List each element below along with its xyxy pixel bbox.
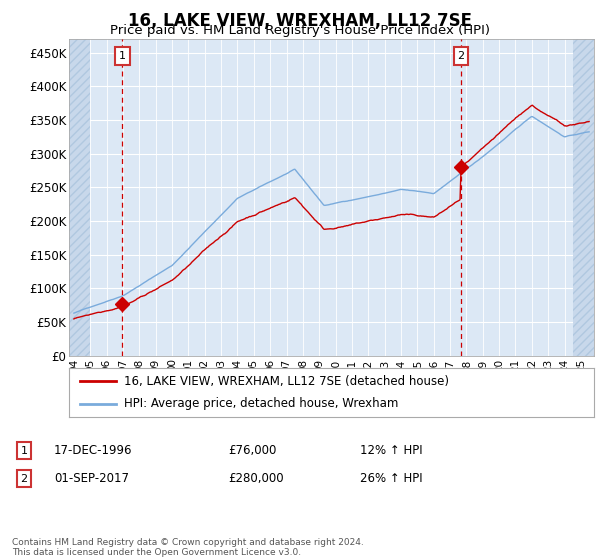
Text: HPI: Average price, detached house, Wrexham: HPI: Average price, detached house, Wrex…	[124, 398, 398, 410]
Text: 01-SEP-2017: 01-SEP-2017	[54, 472, 129, 486]
Text: 12% ↑ HPI: 12% ↑ HPI	[360, 444, 422, 458]
Text: £76,000: £76,000	[228, 444, 277, 458]
Text: Price paid vs. HM Land Registry's House Price Index (HPI): Price paid vs. HM Land Registry's House …	[110, 24, 490, 37]
Text: 26% ↑ HPI: 26% ↑ HPI	[360, 472, 422, 486]
Text: £280,000: £280,000	[228, 472, 284, 486]
Text: Contains HM Land Registry data © Crown copyright and database right 2024.
This d: Contains HM Land Registry data © Crown c…	[12, 538, 364, 557]
Text: 1: 1	[119, 51, 126, 61]
Text: 16, LAKE VIEW, WREXHAM, LL12 7SE (detached house): 16, LAKE VIEW, WREXHAM, LL12 7SE (detach…	[124, 375, 449, 388]
Text: 1: 1	[20, 446, 28, 456]
Text: 2: 2	[20, 474, 28, 484]
Text: 2: 2	[457, 51, 464, 61]
Text: 17-DEC-1996: 17-DEC-1996	[54, 444, 133, 458]
Text: 16, LAKE VIEW, WREXHAM, LL12 7SE: 16, LAKE VIEW, WREXHAM, LL12 7SE	[128, 12, 472, 30]
